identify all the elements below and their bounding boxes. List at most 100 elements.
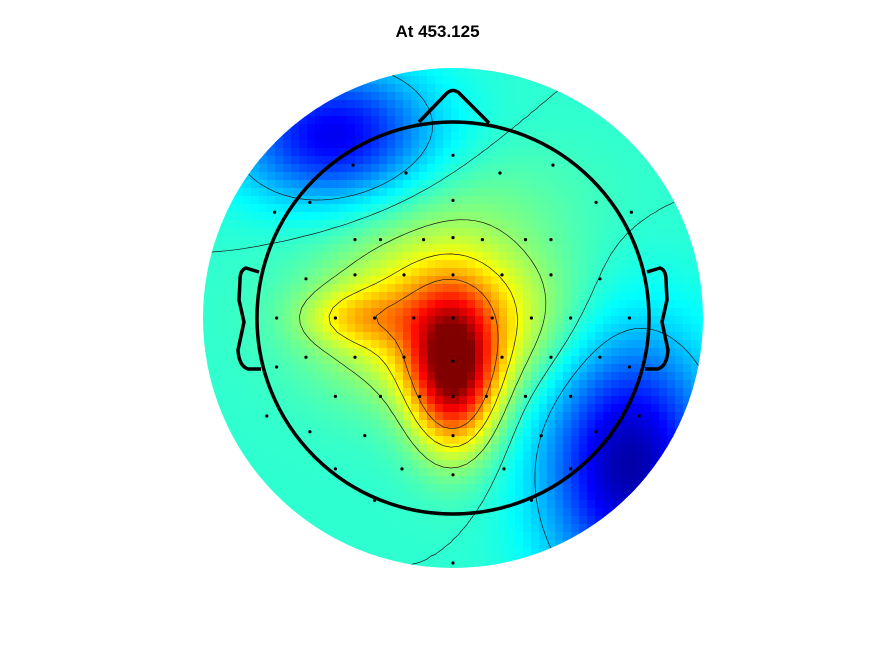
heatmap-cell (291, 444, 300, 453)
heatmap-cell (467, 204, 476, 213)
heatmap-cell (307, 388, 316, 397)
heatmap-cell (499, 108, 508, 117)
heatmap-cell (643, 228, 652, 237)
heatmap-cell (323, 140, 332, 149)
heatmap-cell (507, 276, 516, 285)
heatmap-cell (427, 300, 436, 309)
heatmap-cell (683, 412, 692, 421)
heatmap-cell (595, 404, 604, 413)
heatmap-cell (347, 428, 356, 437)
heatmap-cell (387, 228, 396, 237)
heatmap-cell (547, 388, 556, 397)
heatmap-cell (515, 444, 524, 453)
heatmap-cell (451, 252, 460, 261)
heatmap-cell (275, 340, 284, 349)
heatmap-cell (659, 452, 668, 461)
heatmap-cell (459, 516, 468, 525)
heatmap-cell (499, 92, 508, 101)
heatmap-cell (459, 388, 468, 397)
heatmap-cell (539, 284, 548, 293)
heatmap-cell (291, 252, 300, 261)
heatmap-cell (659, 212, 668, 221)
heatmap-cell (459, 68, 468, 77)
heatmap-cell (619, 348, 628, 357)
heatmap-cell (523, 404, 532, 413)
heatmap-cell (643, 460, 652, 469)
heatmap-cell (411, 228, 420, 237)
heatmap-cell (443, 460, 452, 469)
heatmap-cell (507, 524, 516, 533)
heatmap-cell (387, 260, 396, 269)
heatmap-cell (683, 300, 692, 309)
heatmap-cell (411, 548, 420, 557)
heatmap-cell (515, 316, 524, 325)
heatmap-cell (515, 404, 524, 413)
electrode-marker (451, 561, 455, 565)
electrode-marker (422, 238, 426, 242)
heatmap-cell (267, 484, 276, 493)
heatmap-cell (331, 348, 340, 357)
heatmap-cell (243, 300, 252, 309)
heatmap-cell (267, 412, 276, 421)
heatmap-cell (363, 412, 372, 421)
heatmap-cell (435, 68, 444, 77)
heatmap-cell (555, 308, 564, 317)
heatmap-cell (395, 348, 404, 357)
heatmap-cell (347, 284, 356, 293)
heatmap-cell (211, 220, 220, 229)
heatmap-cell (627, 324, 636, 333)
heatmap-cell (619, 132, 628, 141)
heatmap-cell (291, 268, 300, 277)
heatmap-cell (523, 468, 532, 477)
heatmap-cell (627, 332, 636, 341)
heatmap-cell (323, 212, 332, 221)
heatmap-cell (395, 428, 404, 437)
heatmap-cell (291, 396, 300, 405)
heatmap-cell (347, 476, 356, 485)
heatmap-cell (299, 372, 308, 381)
heatmap-cell (563, 180, 572, 189)
heatmap-cell (283, 316, 292, 325)
heatmap-cell (323, 148, 332, 157)
heatmap-cell (635, 356, 644, 365)
heatmap-cell (459, 324, 468, 333)
heatmap-cell (387, 484, 396, 493)
heatmap-cell (507, 300, 516, 309)
heatmap-cell (571, 476, 580, 485)
heatmap-cell (643, 396, 652, 405)
heatmap-cell (331, 404, 340, 413)
heatmap-cell (339, 204, 348, 213)
heatmap-cell (355, 188, 364, 197)
heatmap-cell (395, 284, 404, 293)
heatmap-cell (483, 516, 492, 525)
heatmap-cell (579, 244, 588, 253)
heatmap-cell (635, 180, 644, 189)
heatmap-cell (459, 212, 468, 221)
heatmap-cell (243, 180, 252, 189)
heatmap-cell (379, 436, 388, 445)
heatmap-cell (547, 108, 556, 117)
heatmap-cell (379, 340, 388, 349)
heatmap-cell (523, 92, 532, 101)
heatmap-cell (499, 356, 508, 365)
heatmap-cell (587, 404, 596, 413)
heatmap-cell (203, 252, 212, 261)
heatmap-cell (427, 460, 436, 469)
heatmap-cell (563, 260, 572, 269)
heatmap-cell (563, 284, 572, 293)
heatmap-cell (251, 164, 260, 173)
heatmap-cell (571, 252, 580, 261)
heatmap-cell (523, 388, 532, 397)
heatmap-cell (547, 340, 556, 349)
heatmap-cell (283, 196, 292, 205)
heatmap-cell (587, 372, 596, 381)
heatmap-cell (635, 196, 644, 205)
heatmap-cell (395, 116, 404, 125)
heatmap-cell (339, 540, 348, 549)
heatmap-cell (483, 188, 492, 197)
heatmap-cell (579, 332, 588, 341)
heatmap-cell (459, 268, 468, 277)
heatmap-cell (355, 476, 364, 485)
heatmap-cell (579, 172, 588, 181)
heatmap-cell (387, 324, 396, 333)
